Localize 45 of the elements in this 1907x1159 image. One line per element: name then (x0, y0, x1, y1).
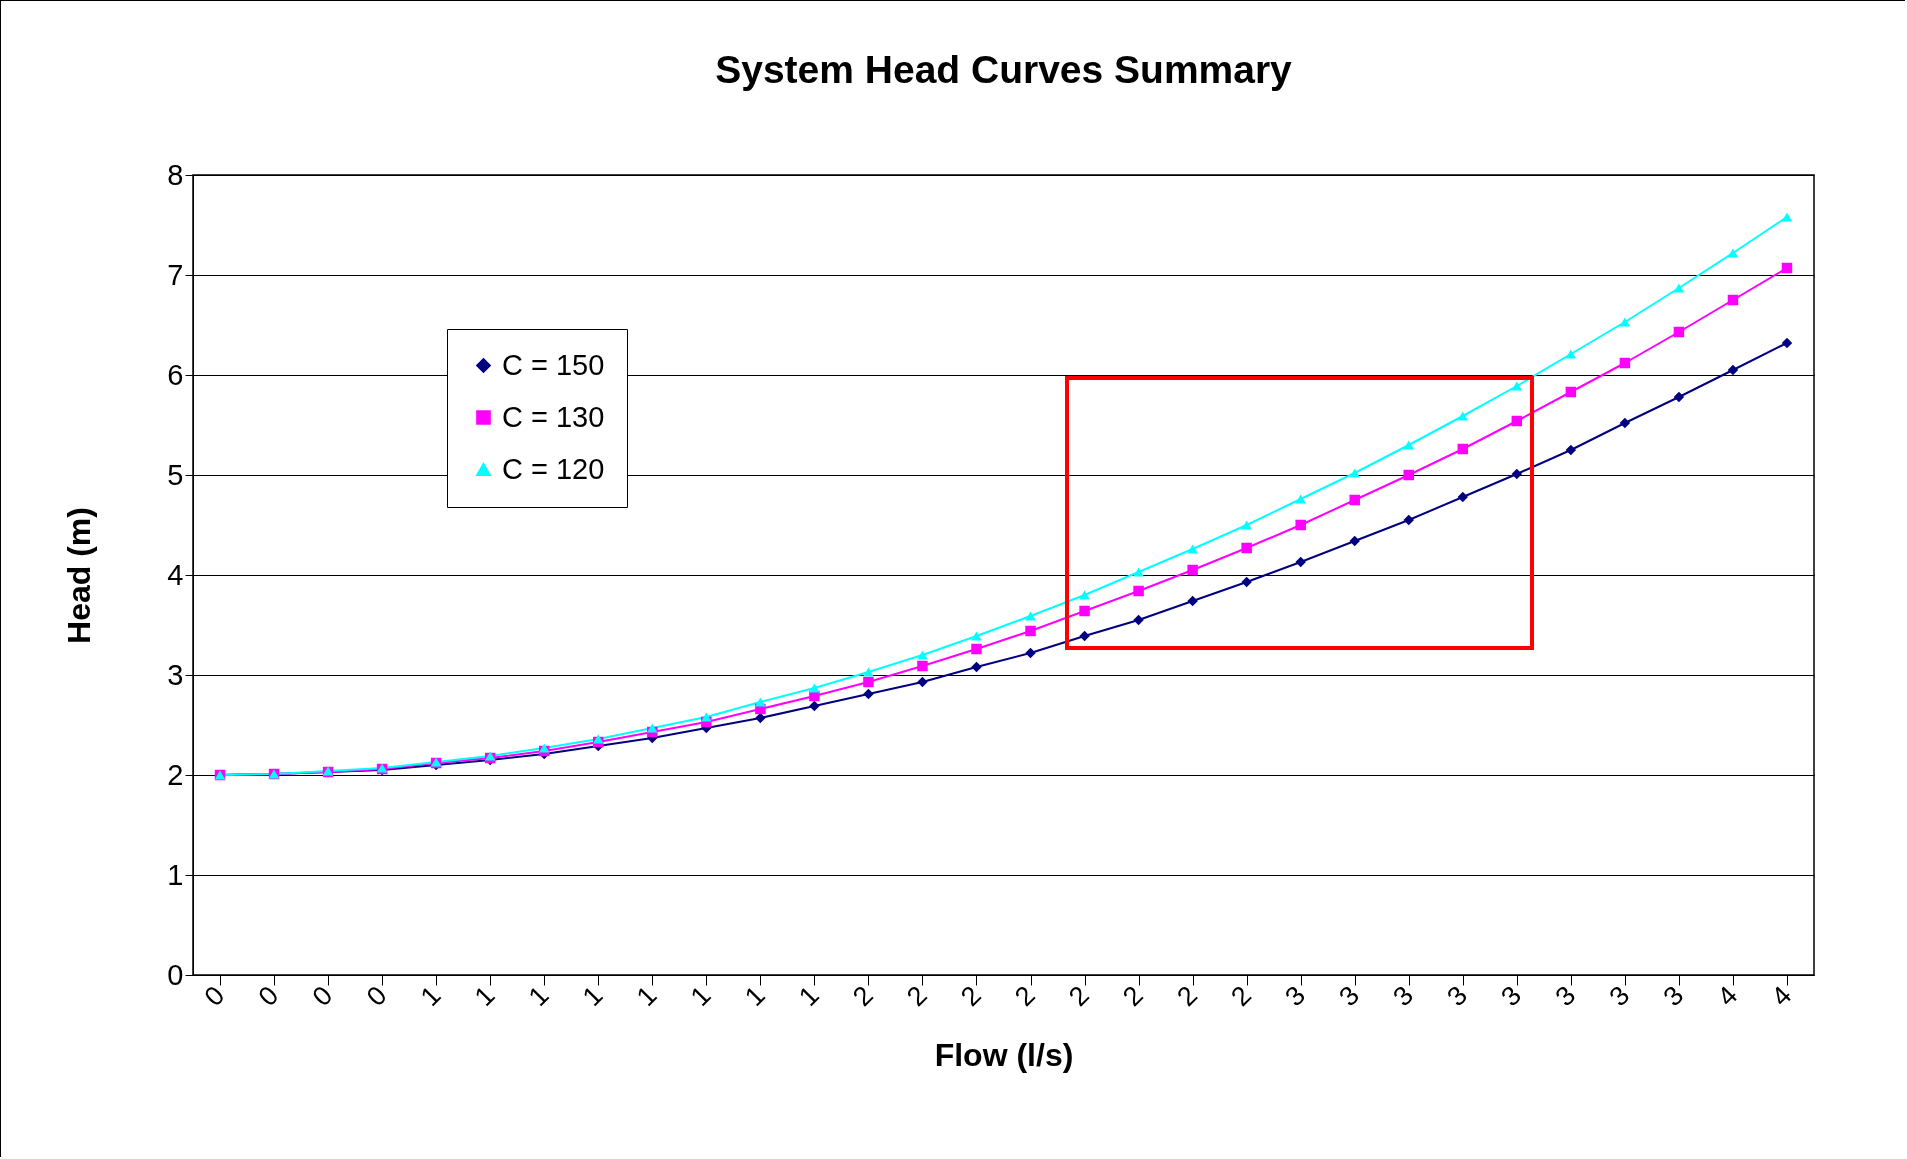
x-tick-label: 1 (792, 980, 825, 1013)
x-tick-label: 2 (901, 980, 933, 1013)
legend-label: C = 130 (502, 400, 605, 433)
x-tick-label: 2 (1063, 980, 1095, 1013)
x-tick-label: 2 (1009, 980, 1041, 1013)
y-tick-label: 2 (167, 758, 184, 791)
x-tick-label: 1 (468, 980, 501, 1013)
x-tick-label: 2 (846, 980, 879, 1013)
x-tick-label: 0 (360, 980, 393, 1013)
x-tick-label: 2 (1117, 980, 1149, 1013)
x-tick-label: 0 (252, 980, 285, 1013)
x-tick-label: 0 (306, 980, 339, 1013)
y-tick-label: 1 (167, 858, 184, 891)
x-tick-label: 3 (1441, 980, 1474, 1013)
y-tick-label: 6 (167, 358, 184, 391)
y-tick-label: 5 (167, 458, 184, 491)
x-tick-label: 3 (1387, 980, 1420, 1013)
x-tick-label: 4 (1711, 980, 1744, 1013)
x-tick-label: 2 (1171, 980, 1204, 1013)
x-tick-label: 1 (630, 980, 663, 1013)
y-tick-label: 4 (167, 558, 184, 591)
x-tick-label: 4 (1765, 980, 1798, 1013)
legend-label: C = 120 (502, 452, 605, 485)
x-tick-label: 3 (1333, 980, 1366, 1013)
x-tick-label: 1 (522, 980, 555, 1013)
y-axis-title: Head (m) (61, 507, 98, 644)
y-tick-label: 8 (167, 158, 184, 191)
y-tick-label: 3 (167, 658, 184, 691)
x-tick-label: 2 (955, 980, 987, 1013)
x-tick-label: 1 (576, 980, 609, 1013)
y-tick-label: 7 (167, 258, 184, 291)
x-axis-title: Flow (l/s) (934, 1037, 1074, 1074)
chart-title: System Head Curves Summary (715, 48, 1293, 91)
x-tick-label: 3 (1549, 980, 1582, 1013)
x-tick-label: 2 (1225, 980, 1258, 1013)
x-tick-label: 0 (198, 980, 231, 1013)
x-tick-label: 3 (1603, 980, 1636, 1013)
x-tick-label: 1 (414, 980, 447, 1013)
y-tick-label: 0 (167, 958, 184, 991)
x-tick-label: 3 (1279, 980, 1312, 1013)
x-tick-label: 3 (1657, 980, 1690, 1013)
x-tick-label: 3 (1495, 980, 1528, 1013)
x-tick-label: 1 (738, 980, 771, 1013)
x-tick-label: 1 (684, 980, 717, 1013)
legend-label: C = 150 (502, 348, 605, 381)
